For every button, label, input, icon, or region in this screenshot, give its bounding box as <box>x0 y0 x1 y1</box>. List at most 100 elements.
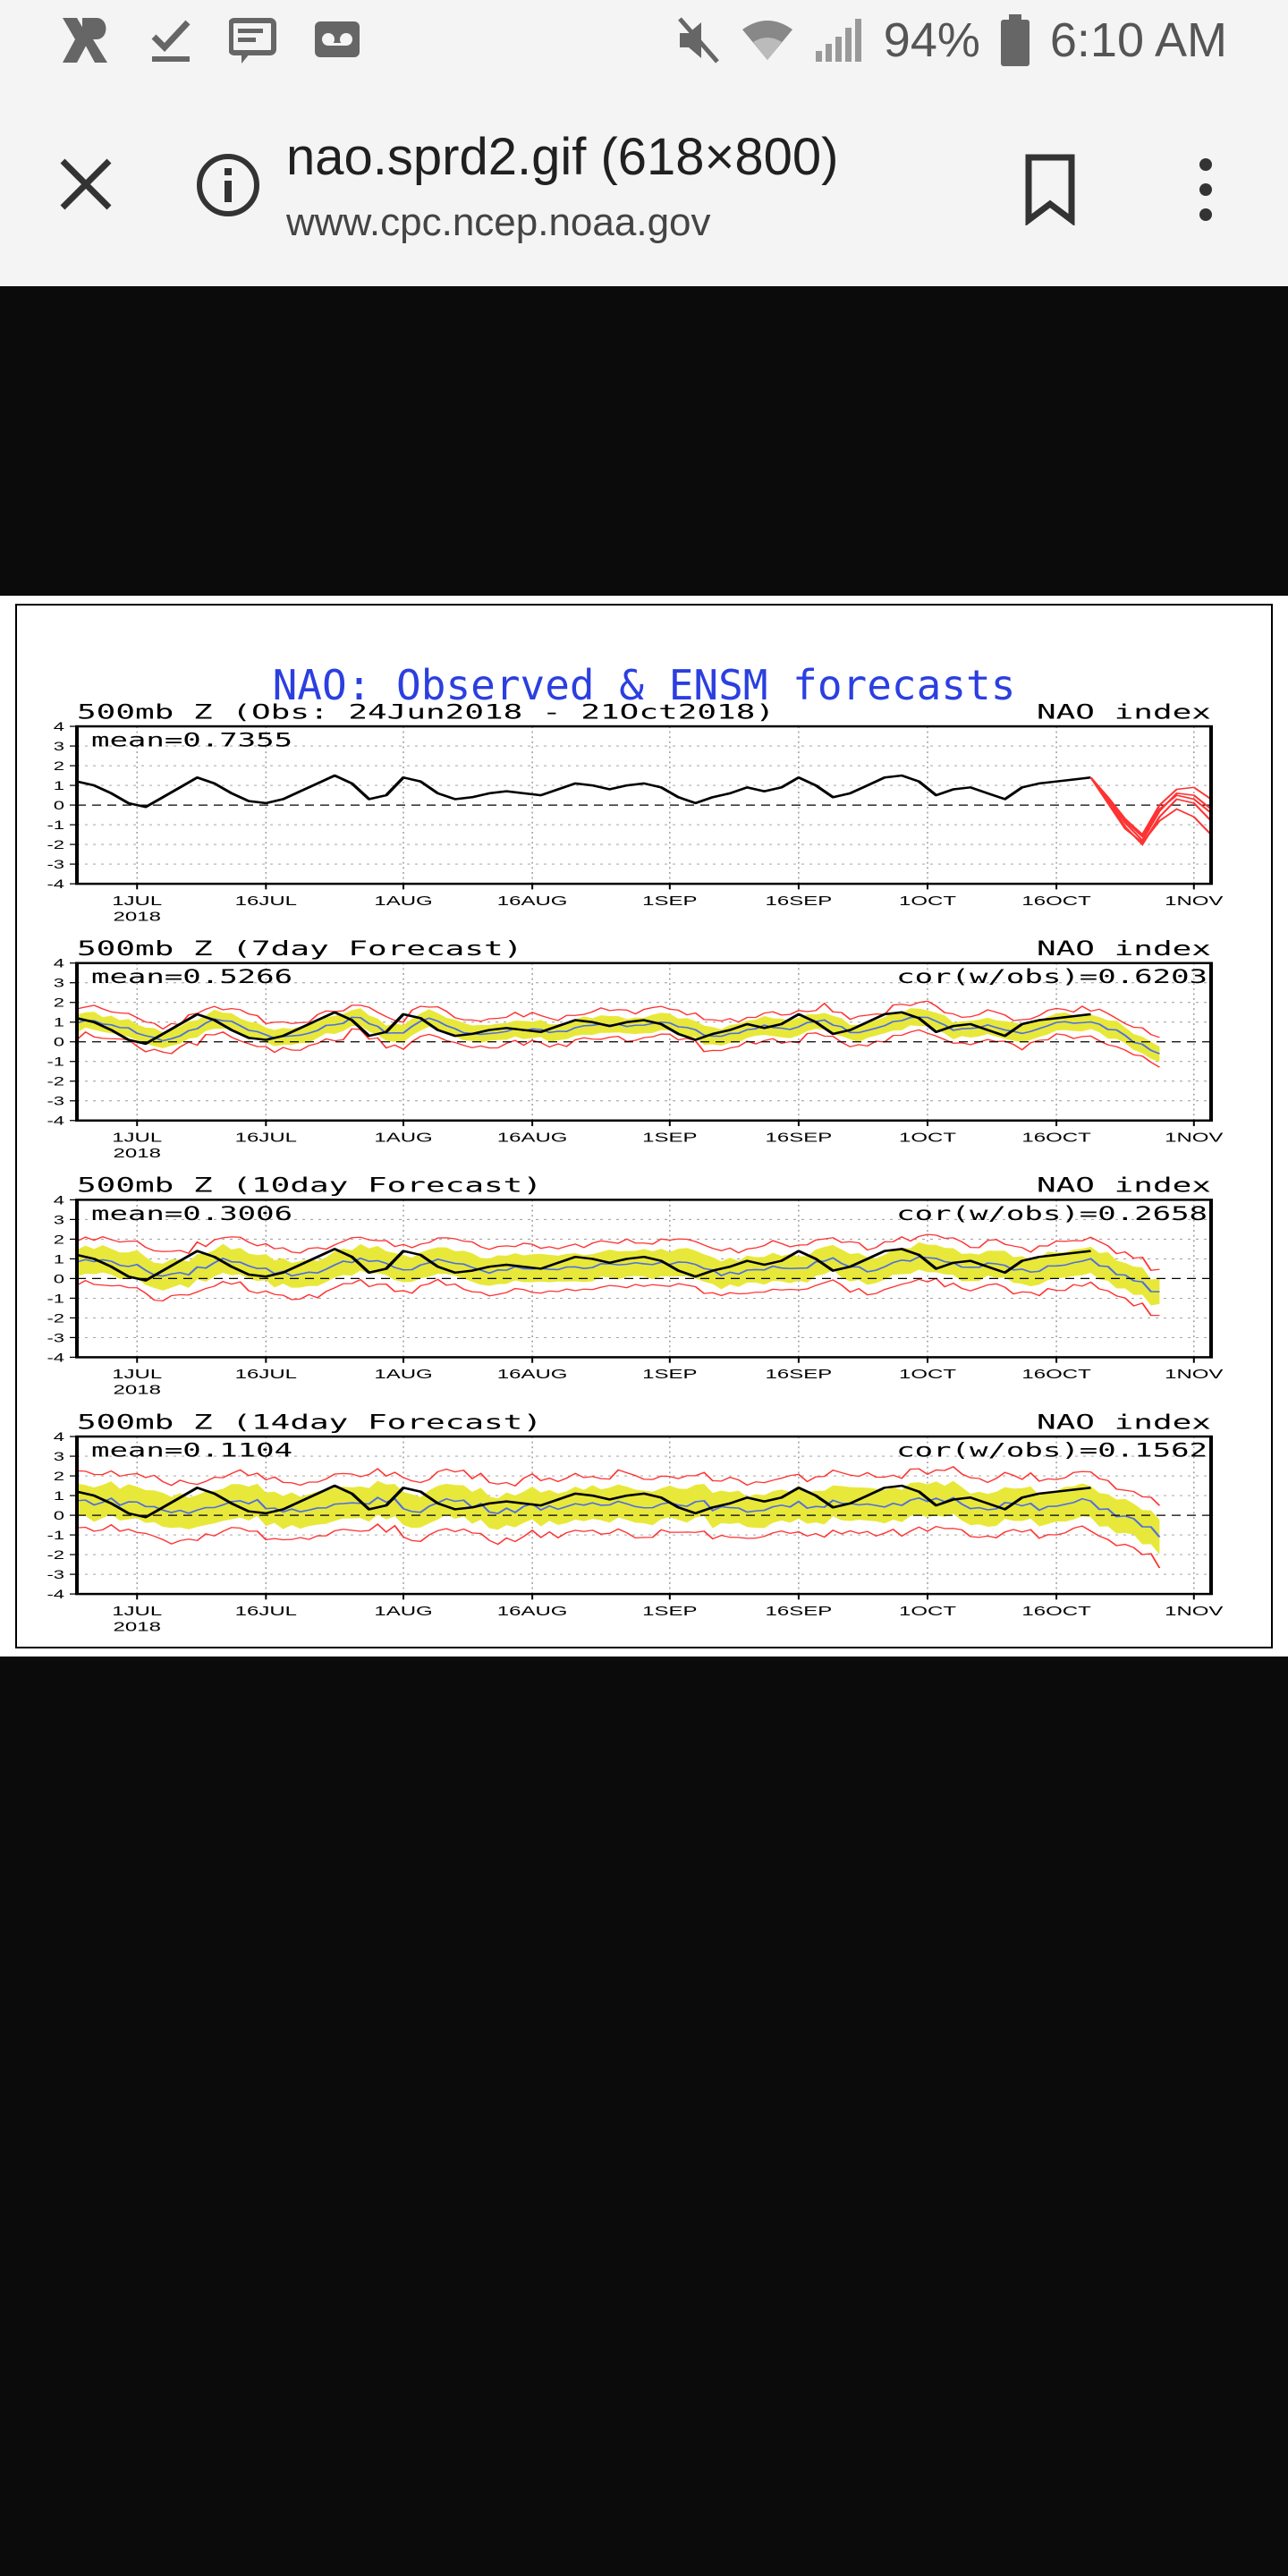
spread-band <box>77 1480 1160 1555</box>
y-tick-label: 2 <box>54 1469 64 1483</box>
x-tick-sublabel: 2018 <box>114 1620 161 1634</box>
y-tick-label: -4 <box>47 1351 64 1365</box>
browser-toolbar: nao.sprd2.gif (618×800) www.cpc.ncep.noa… <box>0 88 1288 286</box>
cor-label: cor(w/obs)=0.2658 <box>896 1202 1208 1224</box>
x-tick-label: 1JUL <box>112 894 162 908</box>
ensemble-mean-line <box>76 1496 1161 1538</box>
chart-title: NAO: Observed & ENSM forecasts <box>273 661 1016 709</box>
x-tick-label: 1NOV <box>1165 1604 1224 1618</box>
member-max-line <box>76 1466 1161 1506</box>
battery-icon <box>1000 14 1030 66</box>
nao-chart: NAO: Observed & ENSM forecasts 500mb Z (… <box>15 604 1273 1648</box>
y-tick-label: -1 <box>47 1292 64 1306</box>
x-tick-label: 16OCT <box>1021 1367 1090 1381</box>
panel-3: 500mb Z (10day Forecast) NAO index mean=0.… <box>47 1174 1224 1397</box>
y-tick-label: 3 <box>54 1213 64 1227</box>
x-tick-label: 1OCT <box>899 1604 956 1618</box>
cor-label: cor(w/obs)=0.6203 <box>896 966 1208 988</box>
x-tick-label: 16AUG <box>497 1367 568 1381</box>
panel-index-label: NAO index <box>1037 937 1211 961</box>
y-tick-label: -3 <box>47 1331 64 1345</box>
app-r-icon <box>63 18 107 63</box>
wifi-icon <box>741 21 792 60</box>
y-tick-label: 3 <box>54 1449 64 1463</box>
x-tick-label: 16AUG <box>497 1131 568 1145</box>
x-tick-label: 16SEP <box>766 1604 833 1618</box>
y-tick-label: 0 <box>54 1508 64 1522</box>
x-tick-label: 16JUL <box>235 1367 297 1381</box>
cor-label: cor(w/obs)=0.1562 <box>896 1439 1208 1462</box>
y-tick-label: -1 <box>47 1055 64 1069</box>
bookmark-icon[interactable] <box>1023 154 1077 225</box>
y-tick-label: -4 <box>47 1587 64 1601</box>
x-tick-sublabel: 2018 <box>114 910 161 924</box>
x-tick-label: 1OCT <box>899 894 956 908</box>
y-tick-label: -1 <box>47 1528 64 1542</box>
y-tick-label: 4 <box>54 1193 64 1208</box>
x-tick-label: 16OCT <box>1021 1604 1090 1618</box>
x-tick-label: 16AUG <box>497 1604 568 1618</box>
check-download-icon <box>151 20 191 62</box>
panel-label: 500mb Z (14day Forecast) <box>77 1411 542 1434</box>
x-tick-sublabel: 2018 <box>114 1383 161 1397</box>
panels-group: 500mb Z (Obs: 24Jun2018 - 21Oct2018) NAO … <box>47 700 1224 1634</box>
panel-index-label: NAO index <box>1037 1174 1211 1197</box>
y-tick-label: -1 <box>47 818 64 832</box>
more-vert-icon[interactable] <box>1186 154 1225 225</box>
y-tick-label: 3 <box>54 976 64 990</box>
y-tick-label: -3 <box>47 1094 64 1108</box>
panel-label: 500mb Z (10day Forecast) <box>77 1174 542 1197</box>
status-bar: 94% 6:10 AM <box>0 0 1288 88</box>
y-tick-label: -4 <box>47 1114 64 1128</box>
y-tick-label: 0 <box>54 798 64 812</box>
x-tick-label: 1JUL <box>112 1604 162 1618</box>
mean-label: mean=0.1104 <box>91 1439 292 1462</box>
y-tick-label: 4 <box>54 719 64 733</box>
panel-label: 500mb Z (Obs: 24Jun2018 - 21Oct2018) <box>77 700 775 724</box>
y-tick-label: 4 <box>54 956 64 970</box>
x-tick-label: 1JUL <box>112 1367 162 1381</box>
spread-band <box>77 1241 1160 1306</box>
x-tick-label: 16JUL <box>235 894 297 908</box>
member-min-line <box>76 1523 1161 1569</box>
x-tick-label: 1NOV <box>1165 894 1224 908</box>
page-title: nao.sprd2.gif (618×800) <box>286 128 839 186</box>
x-tick-label: 1SEP <box>642 1367 697 1381</box>
y-tick-label: 1 <box>54 1252 64 1267</box>
nao-image: NAO: Observed & ENSM forecasts 500mb Z (… <box>0 596 1288 1657</box>
member-min-line <box>76 1277 1160 1317</box>
voicemail-icon <box>315 21 360 57</box>
member-max-line <box>76 1000 1160 1038</box>
y-tick-label: 2 <box>54 1233 64 1247</box>
mean-label: mean=0.7355 <box>91 729 292 751</box>
x-tick-label: 1AUG <box>374 894 432 908</box>
panel-1: 500mb Z (Obs: 24Jun2018 - 21Oct2018) NAO … <box>47 700 1224 924</box>
member-max-line <box>76 1233 1160 1272</box>
y-tick-label: -4 <box>47 877 64 891</box>
x-tick-label: 16SEP <box>766 1367 833 1381</box>
info-icon[interactable] <box>195 152 261 218</box>
mute-icon <box>677 17 719 64</box>
x-tick-label: 1NOV <box>1165 1367 1224 1381</box>
panel-index-label: NAO index <box>1037 1411 1211 1434</box>
x-tick-label: 1AUG <box>374 1367 432 1381</box>
y-tick-label: 1 <box>54 778 64 792</box>
panel-label: 500mb Z (7day Forecast) <box>77 937 522 961</box>
x-tick-label: 1OCT <box>899 1131 956 1145</box>
y-tick-label: 0 <box>54 1272 64 1286</box>
y-tick-label: -3 <box>47 857 64 871</box>
x-tick-label: 1JUL <box>112 1131 162 1145</box>
x-tick-label: 1SEP <box>642 1131 697 1145</box>
clock: 6:10 AM <box>1049 13 1227 67</box>
x-tick-sublabel: 2018 <box>114 1146 161 1160</box>
page-url[interactable]: www.cpc.ncep.noaa.gov <box>286 200 711 244</box>
y-tick-label: 1 <box>54 1488 64 1503</box>
battery-percent: 94% <box>883 13 980 67</box>
observed-line <box>76 1484 1091 1519</box>
panel-index-label: NAO index <box>1037 700 1211 724</box>
close-icon[interactable] <box>54 152 118 216</box>
observed-line <box>76 1011 1091 1046</box>
x-tick-label: 16JUL <box>235 1604 297 1618</box>
forecast-member-line <box>1089 776 1212 838</box>
y-tick-label: -2 <box>47 1074 64 1089</box>
